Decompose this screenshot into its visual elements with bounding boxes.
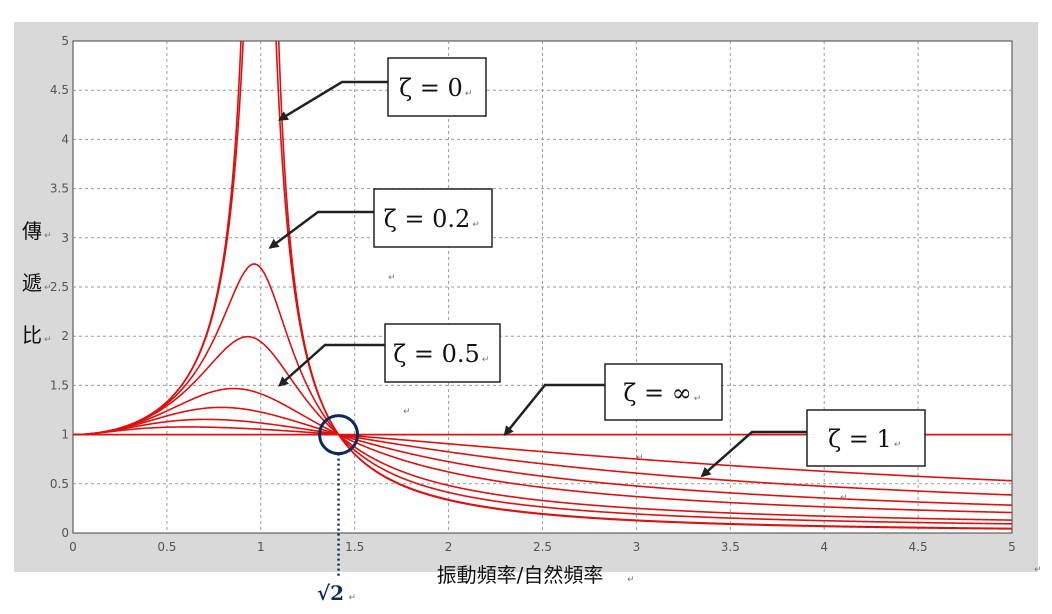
y-tick-label: 2.5 [50,280,69,294]
x-tick-label: 1.5 [345,540,364,554]
series-curve [73,263,1012,525]
stray-return-mark: ↵ [403,407,411,417]
callout-return-mark: ↵ [472,220,480,230]
callout-box [604,363,723,421]
callout: ζ = 0 ↵ [277,57,487,121]
series-curve [73,426,1012,482]
callout: ζ = 0.2 ↵ [268,188,493,249]
y-tick-label: 3.5 [50,182,69,196]
callout-box [387,57,487,117]
x-tick-label: 5 [1008,540,1016,554]
callout-return-mark: ↵ [465,89,473,99]
x-tick-label: 0 [69,540,77,554]
x-tick-label: 2.5 [533,540,552,554]
y-axis-return-mark: ↵ [44,283,52,293]
annotations: ζ = 0 ↵ζ = 0.2 ↵ζ = 0.5 ↵ζ = ∞ ↵ζ = 1 ↵√2 ↵ [268,57,926,605]
y-tick-label: 2 [61,329,69,343]
stray-return-mark: ↵ [388,273,396,283]
y-axis-label-char: 比 [22,323,42,347]
callout-label: ζ = 0.5 [393,340,480,368]
y-axis-return-mark: ↵ [44,231,52,241]
callout-arrow [277,80,388,121]
x-tick-label: 3.5 [721,540,740,554]
callout-arrow [278,343,385,387]
y-tick-label: 3 [61,231,69,245]
y-tick-label: 4 [61,132,69,146]
callout-return-mark: ↵ [894,440,902,450]
curves [73,41,1012,530]
x-tick-label: 4 [820,540,828,554]
callout-return-mark: ↵ [694,394,702,404]
sqrt2-return-mark: ↵ [349,593,357,603]
y-tick-label: 5 [61,34,69,48]
callout-return-mark: ↵ [482,355,490,365]
callout-label: ζ = ∞ [623,379,691,407]
stray-return-mark: ↵ [636,453,644,463]
x-axis-label-return-mark: ↵ [627,575,635,585]
y-tick-label: 0 [61,526,69,540]
y-axis-return-mark: ↵ [44,335,52,345]
stray-return-mark: ↵ [840,493,848,503]
x-tick-label: 1 [257,540,265,554]
series-curve [73,418,1012,496]
callout-arrow [503,383,605,437]
series-curve [73,387,1012,514]
x-tick-label: 3 [633,540,641,554]
y-axis-label: 傳 ↵遞 ↵比 ↵ [22,219,52,347]
sqrt2-label: √2 [317,581,344,605]
x-tick-label: 4.5 [909,540,928,554]
callout: ζ = 1 ↵ [700,409,926,478]
callout: ζ = 0.5 ↵ [278,323,501,387]
x-tick-label: 2 [445,540,453,554]
callout-arrow [700,430,807,478]
tick-labels: 0 0.5 1 1.5 2 2.5 3 3.5 4 4.5 5 0 0.5 1 1.5 2 2.5 3 3.5 4 4.… [50,34,1016,554]
callout-label: ζ = 1 [828,425,892,453]
page-return-mark: ↵ [1034,565,1042,575]
series-curve [73,406,1012,506]
y-axis-label-char: 遞 [22,271,42,295]
x-tick-label: 0.5 [157,540,176,554]
y-tick-label: 1 [61,428,69,442]
callout: ζ = ∞ ↵ [503,363,723,437]
series-curve [73,335,1012,521]
x-axis-label: 振動頻率/自然頻率 [437,563,604,587]
callout-label: ζ = 0 [399,74,463,102]
y-tick-label: 0.5 [50,477,69,491]
callout-arrow [268,210,374,249]
callout-box [806,409,926,467]
y-axis-label-char: 傳 [22,219,42,243]
callout-label: ζ = 0.2 [384,205,471,233]
callout-box [373,188,493,248]
series-curve [73,41,1012,530]
y-tick-label: 1.5 [50,378,69,392]
callout-box [384,323,501,383]
y-tick-label: 4.5 [50,83,69,97]
